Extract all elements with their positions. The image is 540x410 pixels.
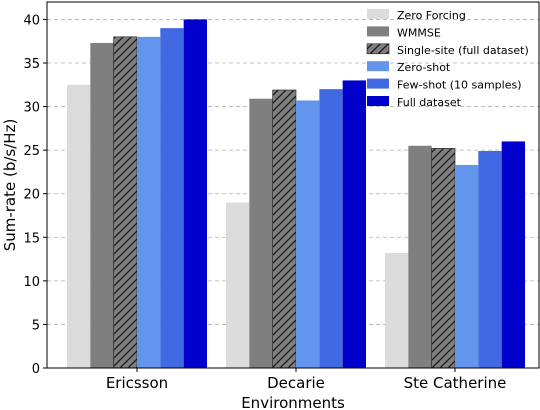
bar — [160, 28, 184, 369]
bar — [478, 151, 502, 368]
bar — [183, 19, 207, 369]
legend: Zero Forcing WMMSE Single-site (full datas… — [366, 9, 529, 109]
y-axis: 0 5 10 15 20 25 30 35 40 — [23, 13, 47, 377]
legend-swatch — [367, 61, 389, 72]
bars — [67, 19, 525, 369]
bar — [431, 148, 456, 369]
bar — [455, 164, 479, 368]
legend-label: Full dataset — [397, 96, 462, 109]
y-tick-label: 30 — [23, 101, 40, 116]
y-tick-label: 25 — [23, 144, 40, 159]
legend-swatch — [367, 78, 389, 89]
x-tick-label: Ericsson — [106, 374, 168, 392]
legend-label: Zero-shot — [397, 61, 451, 74]
plot-frame — [46, 1, 540, 369]
x-axis-label: Environments — [241, 394, 345, 410]
y-tick-label: 10 — [23, 275, 40, 290]
legend-label: Few-shot (10 samples) — [397, 79, 522, 92]
bar — [90, 42, 114, 368]
bar — [342, 80, 366, 368]
bar — [385, 252, 409, 368]
bar — [296, 100, 320, 368]
bar — [272, 89, 297, 369]
bar — [113, 36, 138, 369]
y-tick-label: 35 — [23, 57, 40, 72]
bar — [137, 36, 161, 368]
bar — [408, 145, 432, 368]
y-tick-label: 20 — [23, 188, 40, 203]
bar — [226, 202, 250, 368]
legend-swatch — [367, 96, 389, 106]
y-tick-label: 0 — [32, 362, 40, 377]
bar — [249, 98, 273, 368]
x-tick-label: Ste Catherine — [404, 374, 507, 392]
y-tick-label: 15 — [23, 231, 40, 246]
legend-label: Zero Forcing — [397, 9, 466, 22]
legend-label: WMMSE — [397, 26, 441, 39]
x-axis: Ericsson Decarie Ste Catherine — [106, 368, 507, 392]
bar — [319, 89, 343, 369]
x-tick-label: Decarie — [267, 374, 325, 392]
legend-label: Single-site (full dataset) — [397, 44, 529, 57]
y-tick-label: 40 — [23, 13, 40, 28]
y-tick-label: 5 — [32, 318, 40, 333]
y-axis-label: Sum-rate (b/s/Hz) — [1, 119, 19, 252]
bar — [501, 141, 525, 368]
legend-swatch — [367, 26, 389, 37]
legend-swatch — [367, 9, 389, 19]
bar — [67, 84, 91, 369]
legend-swatch — [366, 43, 390, 55]
